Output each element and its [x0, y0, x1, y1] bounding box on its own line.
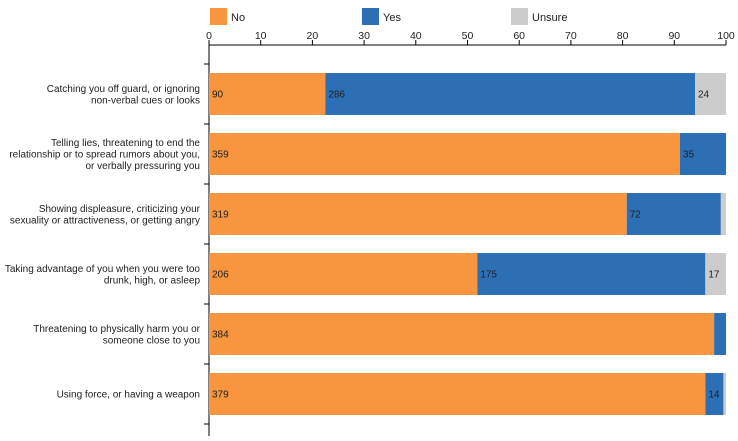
bar-yes-4	[477, 253, 706, 295]
data-label-unsure-1: 24	[698, 90, 710, 101]
legend-swatch-no	[210, 8, 227, 25]
x-tick-label: 50	[462, 30, 474, 42]
category-label-1-line-1: Catching you off guard, or ignoring	[47, 84, 200, 95]
category-label-5-line-2: someone close to you	[103, 335, 200, 346]
legend-swatch-unsure	[511, 8, 528, 25]
category-label-2-line-1: Telling lies, threatening to end the	[51, 138, 200, 149]
x-tick-label: 80	[617, 30, 629, 42]
x-tick-label: 20	[307, 30, 319, 42]
category-label-3-line-2: sexuality or attractiveness, or getting …	[10, 215, 200, 226]
x-tick-label: 70	[565, 30, 577, 42]
data-label-no-1: 90	[212, 90, 224, 101]
x-tick-label: 60	[513, 30, 525, 42]
data-label-unsure-4: 17	[708, 270, 720, 281]
bar-yes-3	[626, 193, 721, 235]
x-tick-label: 0	[206, 30, 212, 42]
category-label-5-line-1: Threatening to physically harm you or	[33, 324, 200, 335]
data-label-no-2: 359	[212, 150, 229, 161]
category-label-1-line-2: non-verbal cues or looks	[91, 95, 200, 106]
bar-yes-6	[705, 373, 724, 415]
bar-unsure-1	[694, 73, 726, 115]
data-label-no-5: 384	[212, 330, 229, 341]
category-label-2-line-3: or verbally pressuring you	[86, 161, 201, 172]
bar-unsure-4	[705, 253, 726, 295]
data-label-yes-6: 14	[708, 390, 720, 401]
x-tick-label: 30	[358, 30, 370, 42]
y-ticks	[204, 63, 209, 425]
bar-no-2	[209, 133, 680, 175]
data-label-yes-1: 286	[328, 90, 345, 101]
y-axis	[204, 45, 210, 436]
category-label-6-line-1: Using force, or having a weapon	[57, 390, 200, 401]
bar-unsure-3	[720, 193, 726, 235]
data-labels: 90 286 24 359 35 319 72 206 175 17 384 379 14	[212, 90, 720, 401]
bar-yes-5	[714, 313, 726, 355]
bar-yes-1	[325, 73, 695, 115]
legend: No Yes Unsure	[210, 8, 567, 25]
bar-no-1	[209, 73, 326, 115]
data-label-no-4: 206	[212, 270, 229, 281]
data-label-no-3: 319	[212, 210, 229, 221]
x-tick-label: 10	[255, 30, 267, 42]
x-tick-label: 100	[717, 30, 735, 42]
data-label-no-6: 379	[212, 390, 229, 401]
x-axis: 0 10 20 30 40 50 60 70 80 90 100	[206, 30, 735, 46]
bar-unsure-6	[723, 373, 726, 415]
bar-no-4	[209, 253, 478, 295]
bar-no-6	[209, 373, 706, 415]
category-labels: Catching you off guard, or ignoringnon-v…	[5, 84, 201, 401]
category-label-3-line-1: Showing displeasure, criticizing your	[39, 204, 201, 215]
data-label-yes-2: 35	[683, 150, 695, 161]
legend-label-no: No	[231, 12, 245, 24]
bar-no-3	[209, 193, 627, 235]
bar-no-5	[209, 313, 715, 355]
legend-label-yes: Yes	[383, 12, 401, 24]
x-ticks: 0 10 20 30 40 50 60 70 80 90 100	[206, 30, 735, 45]
x-tick-label: 40	[410, 30, 422, 42]
category-label-4-line-1: Taking advantage of you when you were to…	[5, 264, 201, 275]
category-label-4-line-2: drunk, high, or asleep	[104, 275, 201, 286]
data-label-yes-4: 175	[480, 270, 497, 281]
bar-yes-2	[679, 133, 726, 175]
bars	[209, 73, 726, 415]
x-tick-label: 90	[668, 30, 680, 42]
category-label-2-line-2: relationship or to spread rumors about y…	[9, 150, 200, 161]
legend-swatch-yes	[362, 8, 379, 25]
legend-label-unsure: Unsure	[532, 12, 567, 24]
data-label-yes-3: 72	[630, 210, 642, 221]
